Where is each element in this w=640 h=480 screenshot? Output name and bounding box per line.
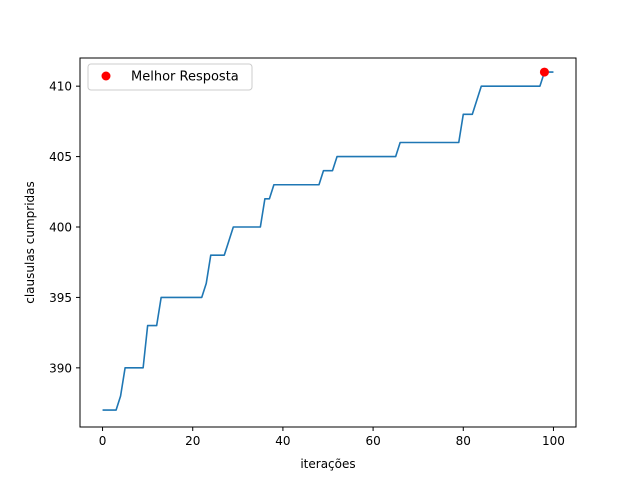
x-tick-label: 60 (365, 434, 380, 448)
axes-frame (79, 57, 577, 428)
y-tick-label: 400 (49, 221, 72, 235)
x-tick-label: 0 (99, 434, 107, 448)
legend: Melhor Resposta (87, 63, 253, 91)
x-tick-label: 40 (275, 434, 290, 448)
y-tick-label: 395 (49, 291, 72, 305)
legend-marker (101, 71, 111, 81)
x-axis-ticks: 0 20 40 60 80 100 (99, 427, 565, 448)
x-tick-label: 80 (456, 434, 471, 448)
series-line (102, 71, 554, 411)
legend-label: Melhor Resposta (131, 70, 239, 85)
x-tick-label: 100 (542, 434, 565, 448)
y-axis-ticks: 390 395 400 405 410 (49, 80, 80, 375)
y-tick-label: 405 (49, 150, 72, 164)
best-answer-point (539, 67, 549, 77)
y-tick-label: 390 (49, 361, 72, 375)
plot-area (79, 57, 577, 428)
y-axis-label: clausulas cumpridas (23, 181, 37, 304)
y-tick-label: 410 (49, 80, 72, 94)
x-axis-label: iterações (300, 457, 355, 471)
x-tick-label: 20 (185, 434, 200, 448)
legend-frame (87, 63, 253, 91)
